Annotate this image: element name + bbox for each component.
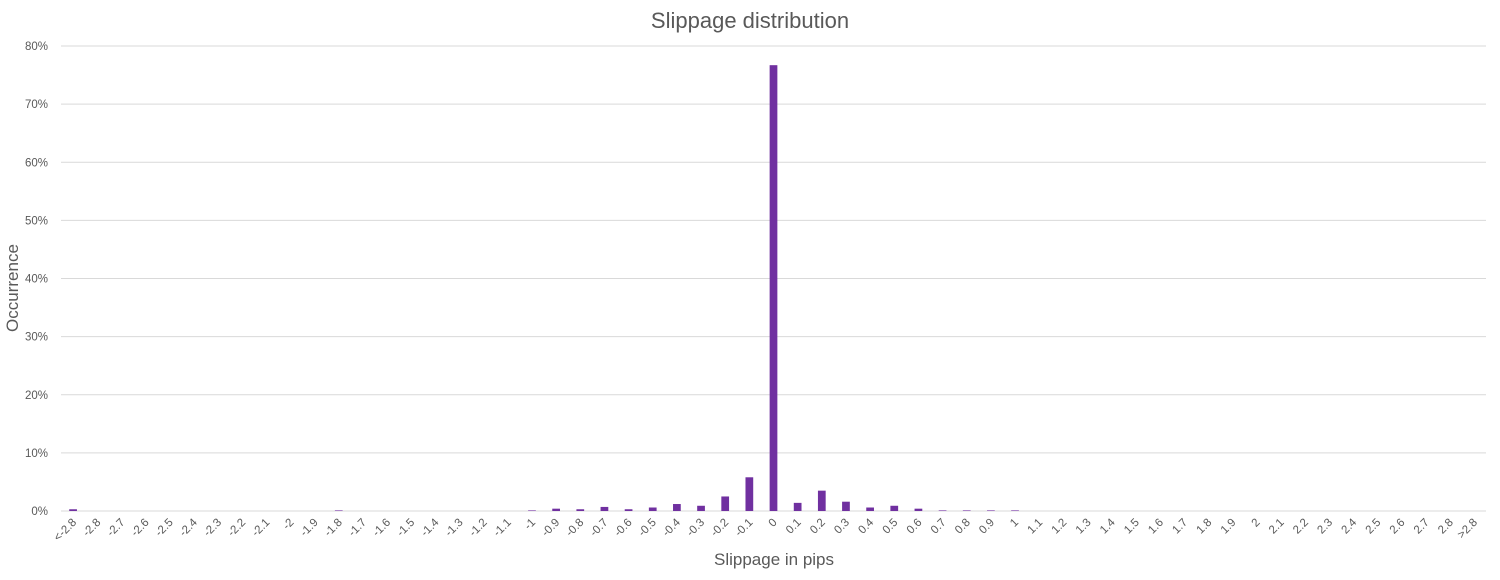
x-tick-label: -1.9 [298,517,321,540]
x-tick-label: -0.9 [540,517,563,540]
x-tick-label: 2.3 [1315,517,1335,537]
x-tick-label: 1.1 [1026,517,1046,537]
bar [987,510,995,511]
bar [624,509,633,511]
bar [842,501,850,511]
x-tick-label: 1.2 [1050,517,1070,537]
x-tick-label: -2.5 [153,517,176,540]
bar [890,505,899,511]
y-tick-label: 0% [31,506,48,518]
x-tick-label: 1.7 [1170,517,1190,537]
x-tick-label: -2.2 [226,517,249,540]
bar [334,510,343,511]
x-tick-label: >2.8 [1456,517,1481,542]
x-tick-label: -0.2 [709,517,732,540]
x-tick-label: <-2.8 [52,517,79,544]
x-tick-label: 0.5 [881,517,901,537]
x-tick-label: -2.1 [250,517,273,540]
bar [648,507,657,511]
x-tick-label: 2.4 [1339,516,1359,536]
x-tick-label: -2.4 [177,516,200,539]
x-tick-label: 2.1 [1267,517,1287,537]
x-tick-label: 2.5 [1364,517,1384,537]
x-tick-label: -1.7 [347,517,370,540]
x-tick-label: -0.5 [636,517,659,540]
x-tick-label: 0.3 [832,517,852,537]
x-axis-title: Slippage in pips [714,550,834,569]
x-tick-label: 2 [1250,517,1263,530]
x-tick-label: 0.4 [856,516,876,536]
x-tick-label: -1.6 [371,517,394,540]
y-tick-label: 30% [25,332,48,344]
x-tick-label: -1.8 [322,517,345,540]
x-tick-label: 0.7 [929,517,949,537]
x-tick-label: -2.8 [81,517,104,540]
x-tick-label: -0.3 [685,517,708,540]
x-tick-label: -1.3 [443,517,466,540]
y-tick-label: 20% [25,390,48,402]
x-tick-label: 0.9 [977,517,997,537]
x-tick-label: 0.6 [905,517,925,537]
x-tick-label: 2.6 [1388,517,1408,537]
x-tick-label: 1.6 [1146,517,1166,537]
x-tick-label: 1.4 [1098,516,1118,536]
bar [1011,510,1019,511]
x-tick-label: 1.9 [1219,517,1239,537]
x-tick-label: -1.5 [395,517,418,540]
x-tick-label: 0 [767,517,780,530]
x-tick-label: 0.1 [784,517,804,537]
bar [745,477,754,511]
x-tick-label: -1 [522,517,538,533]
x-tick-label: -1.1 [491,517,514,540]
x-tick-label: 2.8 [1436,517,1456,537]
x-tick-label: 2.7 [1412,517,1432,537]
bar [576,509,585,511]
bar [817,490,826,511]
bar [721,496,730,511]
bar-series [69,65,1019,512]
x-tick-label: -2 [281,517,297,533]
bar [528,510,536,511]
y-axis-title: Occurrence [3,244,22,332]
bar [69,509,77,511]
x-tick-label: -0.4 [661,516,684,539]
x-tick-label: -0.6 [612,517,635,540]
x-tick-label: 2.2 [1291,517,1311,537]
bar [914,508,923,511]
x-tick-label: -0.1 [733,517,756,540]
bar [938,510,947,511]
y-axis-ticks: 0% 10% 20% 30% 40% 50% 60% 70% 80% [25,41,48,518]
x-tick-label: 0.8 [953,517,973,537]
bar [866,507,874,511]
x-tick-label: -1.4 [419,516,442,539]
y-tick-label: 40% [25,274,48,286]
x-tick-label: -2.7 [105,517,128,540]
y-tick-label: 50% [25,215,48,227]
bar [962,510,971,511]
bar [697,505,705,511]
x-tick-label: -0.8 [564,517,587,540]
x-tick-label: -1.2 [467,517,490,540]
bar [793,502,802,511]
y-tick-label: 80% [25,41,48,53]
x-tick-label: 1.5 [1122,517,1142,537]
bar [769,65,778,512]
x-axis-ticks: <-2.8 -2.8 -2.7 -2.6 -2.5 -2.4 -2.3 -2.2 -2.1 -2-… [52,516,1480,544]
y-tick-label: 70% [25,99,48,111]
bar [673,504,681,511]
x-tick-label: -0.7 [588,517,611,540]
x-tick-label: 1.8 [1195,517,1215,537]
chart-title: Slippage distribution [650,8,850,33]
y-tick-label: 10% [25,448,48,460]
bar [600,506,609,511]
x-tick-label: -2.3 [202,517,225,540]
x-tick-label: 0.2 [808,517,828,537]
x-tick-label: 1 [1008,517,1021,530]
bar [552,508,560,511]
y-tick-label: 60% [25,157,48,169]
x-tick-label: 1.3 [1074,517,1094,537]
x-tick-label: -2.6 [129,517,152,540]
